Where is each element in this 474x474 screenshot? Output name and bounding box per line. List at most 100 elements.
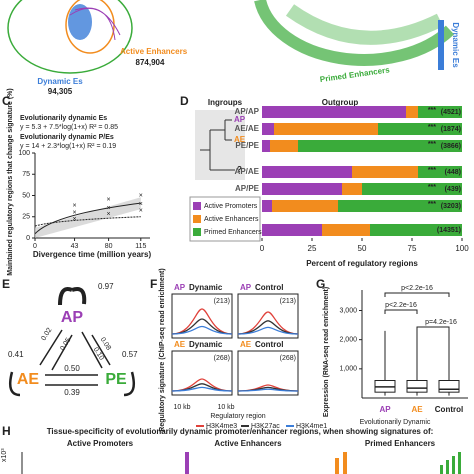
label: Dynamic Es — [37, 77, 83, 86]
y-tick-label: 2,000 — [339, 337, 357, 344]
panel-d: D Ingroups Outgroup AP AE ? Percent of r… — [180, 94, 469, 268]
x-tick-label: 115 — [135, 243, 146, 250]
subtitle: Active Enhancers — [214, 439, 282, 448]
count: (3866) — [441, 143, 461, 150]
plot-title: Dynamic — [189, 283, 223, 292]
panel-label: H — [2, 424, 11, 438]
plot-title: Control — [255, 340, 283, 349]
legend-swatch — [193, 228, 201, 236]
profile — [171, 383, 233, 392]
bar — [262, 123, 274, 135]
bar — [272, 200, 338, 212]
node: PE — [105, 371, 127, 388]
bar — [338, 200, 462, 212]
label: 874,904 — [136, 58, 165, 67]
count: (3203) — [441, 203, 461, 210]
y-label: Regulatory signature (ChIP-seq read enri… — [159, 268, 166, 431]
legend: Evolutionarily dynamic Es — [20, 115, 107, 122]
plot-frame — [237, 293, 299, 339]
plot-n: (213) — [214, 298, 230, 305]
bar — [262, 183, 342, 195]
legend-label: H3K27ac — [251, 423, 280, 430]
stars: *** — [428, 141, 436, 148]
x-tick-label: 100 — [455, 244, 469, 253]
panel-label: D — [180, 94, 189, 108]
bar — [262, 224, 322, 236]
unit: x10³ — [1, 448, 8, 462]
x-tick-label: 0 — [260, 244, 265, 253]
category-label: AE — [411, 405, 423, 414]
panel-label: G — [316, 277, 325, 291]
point: × — [73, 209, 77, 216]
x-tick-label: 80 — [105, 243, 113, 250]
legend-swatch — [193, 215, 201, 223]
profile — [237, 388, 299, 392]
profile — [237, 326, 299, 335]
edge-label: 0.57 — [122, 350, 138, 359]
tree-label: AE — [234, 135, 246, 144]
x-tick-label: 43 — [71, 243, 79, 250]
subtitle: Active Promoters — [67, 439, 134, 448]
profile — [171, 325, 233, 335]
panel-g: G Expression (RNA-seq read enrichment) E… — [316, 277, 468, 426]
bar — [262, 140, 270, 152]
legend-label: Primed Enhancers — [204, 229, 262, 236]
header: Ingroups — [208, 98, 243, 107]
y-tick-label: 3,000 — [339, 307, 357, 314]
panel-e: E AP AE PE 0.97 0.41 0.57 0.02 0.05 0.10… — [2, 277, 138, 397]
p-value: p<2.2e-16 — [385, 302, 417, 309]
profile — [237, 311, 299, 335]
group-label: Evolutionarily Dynamic — [360, 419, 431, 426]
category-label: AP — [379, 405, 391, 414]
x-tick-label: 25 — [308, 244, 317, 253]
plot-title: AE — [174, 340, 186, 349]
title: Tissue-specificity of evolutionarily dyn… — [47, 427, 434, 436]
legend-swatch — [193, 202, 201, 210]
bar — [298, 140, 462, 152]
edge-label: 0.02 — [40, 327, 53, 342]
x-tick-label: 75 — [408, 244, 417, 253]
count: (448) — [445, 169, 461, 176]
stars: *** — [428, 124, 436, 131]
header: Outgroup — [322, 98, 359, 107]
bar — [262, 200, 272, 212]
bar — [262, 166, 352, 178]
point: × — [107, 211, 111, 218]
y-label: Maintained regulatory regions that chang… — [7, 88, 14, 275]
legend: Evolutionarily dynamic P/Es — [20, 134, 114, 141]
label: Active Enhancers — [120, 47, 188, 56]
plot-n: (213) — [280, 298, 296, 305]
plot-n: (268) — [280, 355, 296, 362]
label: 94,305 — [48, 87, 73, 96]
x-tick-label: 50 — [358, 244, 367, 253]
category-label: AP/AP — [235, 107, 260, 116]
plot-frame — [171, 293, 233, 339]
p-value: p=4.2e-16 — [425, 319, 457, 326]
point: × — [73, 216, 77, 223]
tree-box — [195, 110, 245, 180]
point: × — [107, 197, 111, 204]
profile — [171, 386, 233, 392]
legend: y = 5.3 + 7.5*log(1+x) R² = 0.85 — [20, 124, 118, 131]
node: AP — [61, 309, 84, 326]
legend-label: Active Enhancers — [204, 216, 259, 223]
point: × — [139, 192, 143, 199]
panel-label: F — [150, 277, 157, 291]
label: Dynamic Es — [451, 22, 460, 68]
bar — [406, 106, 418, 118]
count: (4521) — [441, 109, 461, 116]
stars: *** — [428, 167, 436, 174]
panel-h: H Tissue-specificity of evolutionarily d… — [1, 424, 461, 474]
plot-title: Dynamic — [189, 340, 223, 349]
x-label: Divergence time (million years) — [33, 250, 152, 259]
legend-label: H3K4me3 — [206, 423, 237, 430]
subtitle: Primed Enhancers — [365, 439, 436, 448]
tree-label: ? — [237, 165, 242, 174]
category-label: AE/AE — [235, 124, 260, 133]
profile — [171, 378, 233, 392]
box — [406, 380, 428, 393]
plot-title: AE — [240, 340, 252, 349]
category-label: AP/AE — [235, 167, 260, 176]
y-tick-label: 50 — [22, 192, 30, 199]
panel-label: E — [2, 277, 10, 291]
